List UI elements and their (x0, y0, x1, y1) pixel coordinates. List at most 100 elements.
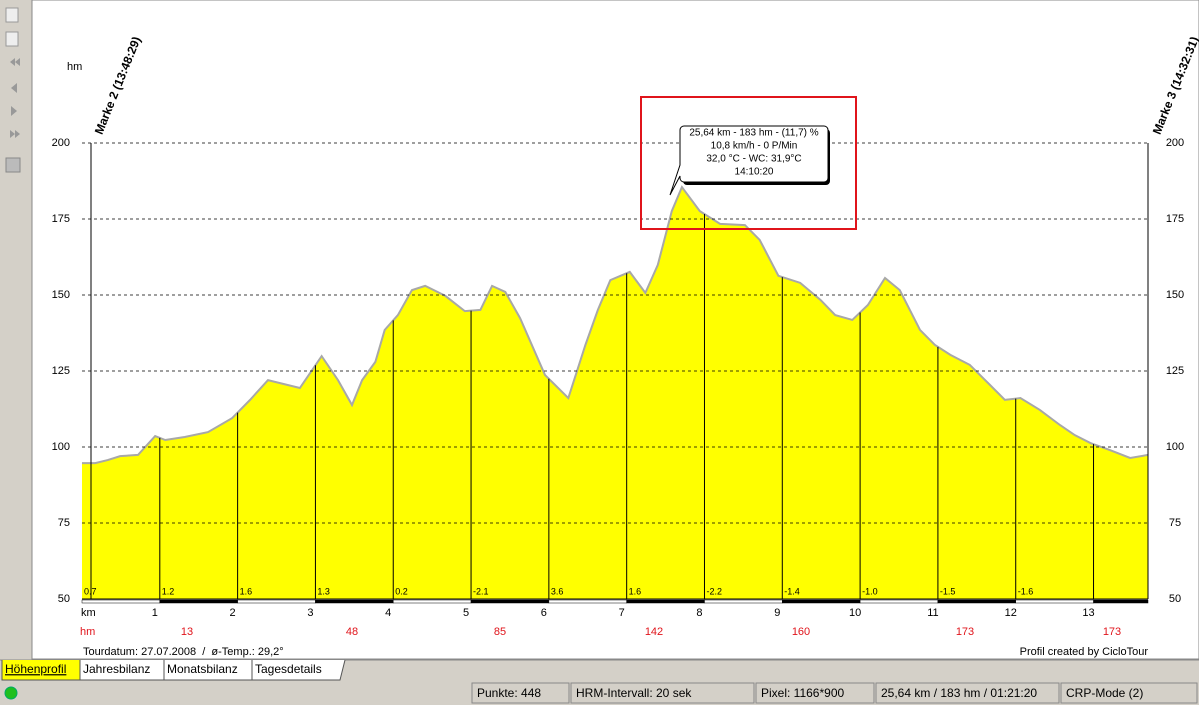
tab-label[interactable]: Jahresbilanz (83, 662, 150, 676)
y-unit: hm (67, 61, 82, 73)
tooltip-line: 25,64 km - 183 hm - (11,7) % (689, 128, 818, 139)
footer-left: Tourdatum: 27.07.2008 / ø-Temp.: 29,2° (83, 646, 284, 658)
tooltip-box (669, 125, 829, 196)
x-tick-label: 10 (849, 607, 861, 619)
km-segment (392, 599, 472, 604)
y2-tick-label: 200 (1166, 137, 1184, 149)
km-segment (548, 599, 627, 604)
climb-label: 173 (956, 626, 974, 638)
status-text: HRM-Intervall: 20 sek (576, 686, 692, 700)
climb-label: 173 (1103, 626, 1121, 638)
y2-tick-label: 50 (1169, 593, 1181, 605)
grade-label: 3.6 (551, 586, 564, 596)
y-tick-label: 175 (52, 213, 70, 225)
grade-label: -1.4 (784, 586, 800, 596)
y-tick-label: 125 (52, 365, 70, 377)
grade-label: -1.6 (1018, 586, 1034, 596)
x-tick-label: 8 (696, 607, 702, 619)
km-segment (470, 599, 550, 604)
status-text: Pixel: 1166*900 (761, 686, 845, 700)
tool-next[interactable] (11, 106, 17, 116)
x-tick-label: 1 (152, 607, 158, 619)
highlight-box (640, 96, 857, 230)
x-tick-label: 4 (385, 607, 391, 619)
climb-label: 13 (181, 626, 193, 638)
grade-label: 1.3 (317, 586, 330, 596)
km-segment (1093, 599, 1149, 604)
status-light (4, 686, 18, 700)
tooltip: 25,64 km - 183 hm - (11,7) % 10,8 km/h -… (669, 125, 830, 196)
tooltip-line: 32,0 °C - WC: 31,9°C (706, 154, 801, 165)
km-segment (859, 599, 939, 604)
tool-icon[interactable] (5, 31, 19, 47)
y-tick-label: 150 (52, 289, 70, 301)
y2-tick-label: 175 (1166, 213, 1184, 225)
x-tick-label: 11 (927, 607, 938, 619)
y-tick-label: 50 (58, 593, 70, 605)
status-cell (1060, 682, 1198, 704)
status-text: Punkte: 448 (477, 686, 541, 700)
tool-icon[interactable] (5, 157, 21, 173)
x-tick-label: 13 (1082, 607, 1094, 619)
x-tick-label: 6 (541, 607, 547, 619)
x-tick-label: 2 (230, 607, 236, 619)
grade-label: -1.0 (862, 586, 878, 596)
x-tick-label: 12 (1005, 607, 1017, 619)
km-segment (81, 599, 161, 604)
tab-label[interactable]: Monatsbilanz (167, 662, 238, 676)
toolbar (5, 7, 21, 173)
x-tick-label: 5 (463, 607, 469, 619)
km-segment (159, 599, 238, 604)
grade-label: -2.2 (706, 586, 722, 596)
climb-unit: hm (80, 626, 95, 638)
tooltip-line: 14:10:20 (735, 167, 774, 178)
grade-label: 0.7 (84, 586, 97, 596)
x-tick-label: 9 (774, 607, 780, 619)
y2-tick-label: 125 (1166, 365, 1184, 377)
grade-label: -2.1 (473, 586, 489, 596)
x-unit: km (81, 607, 96, 619)
profile-area (82, 187, 1148, 599)
tab[interactable] (251, 659, 346, 681)
tool-icon[interactable] (5, 7, 19, 23)
tool-first[interactable] (10, 58, 20, 66)
tool-prev[interactable] (11, 83, 17, 93)
km-segment (937, 599, 1016, 604)
climb-label: 85 (494, 626, 506, 638)
grade-label: -1.5 (940, 586, 956, 596)
km-segment (782, 599, 861, 604)
km-segment (237, 599, 316, 604)
y-tick-label: 200 (52, 137, 70, 149)
climb-label: 160 (792, 626, 810, 638)
y-tick-label: 100 (52, 441, 70, 453)
x-tick-label: 7 (619, 607, 625, 619)
tab-bar: Höhenprofil Jahresbilanz Monatsbilanz Tages… (0, 659, 1199, 681)
grade-label: 1.6 (629, 586, 642, 596)
status-cell (755, 682, 875, 704)
y2-tick-label: 150 (1166, 289, 1184, 301)
climb-label: 48 (346, 626, 358, 638)
status-text: 25,64 km / 183 hm / 01:21:20 (881, 686, 1037, 700)
grade-label: 1.2 (162, 586, 175, 596)
status-cell (471, 682, 570, 704)
tooltip-line: 10,8 km/h - 0 P/Min (711, 141, 798, 152)
grade-label: 0.2 (395, 586, 408, 596)
grade-label: 1.6 (240, 586, 253, 596)
tool-last[interactable] (10, 130, 20, 138)
x-tick-label: 3 (307, 607, 313, 619)
y2-tick-label: 75 (1169, 517, 1181, 529)
y2-tick-label: 100 (1166, 441, 1184, 453)
km-segment (704, 599, 783, 604)
tab-label[interactable]: Tagesdetails (255, 662, 322, 676)
tab-label[interactable]: Höhenprofil (5, 662, 66, 676)
status-bar: Punkte: 448 HRM-Intervall: 20 sek Pixel: 1… (4, 682, 1198, 704)
status-cell (570, 682, 755, 704)
y-tick-label: 75 (58, 517, 70, 529)
climb-label: 142 (645, 626, 663, 638)
status-cell (875, 682, 1060, 704)
footer-right: Profil created by CicloTour (1020, 646, 1149, 658)
km-segment (626, 599, 705, 604)
km-segment (315, 599, 394, 604)
